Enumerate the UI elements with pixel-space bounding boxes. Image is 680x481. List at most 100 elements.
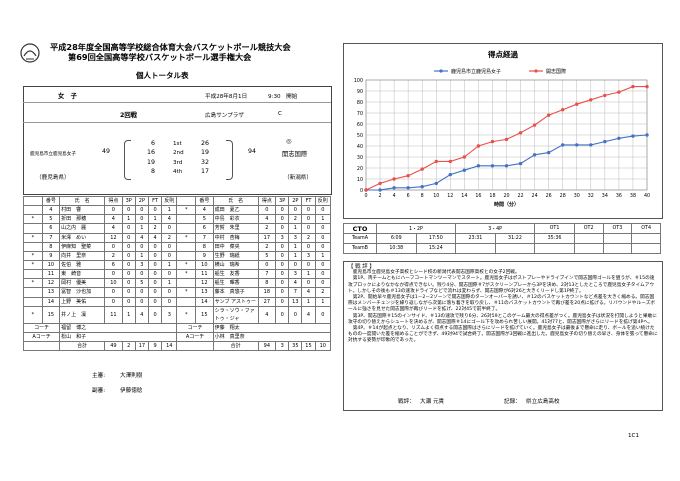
game-court: C bbox=[278, 111, 282, 117]
player-ft: 0 bbox=[147, 205, 163, 216]
player-ft: 0 bbox=[301, 278, 316, 289]
report-paragraph: 鹿児島市立鹿児島女子高校とシード校の新潟代表開志国際高校との女子2回戦。 bbox=[348, 270, 520, 276]
player-number: 9 bbox=[41, 250, 61, 261]
player-number: 14 bbox=[195, 296, 214, 307]
player-number: 6 bbox=[41, 223, 61, 234]
coach-b-label: コーチ bbox=[176, 322, 214, 333]
player-points: 0 bbox=[104, 296, 123, 307]
data-point bbox=[589, 143, 593, 147]
player-3p: 0 bbox=[275, 259, 290, 271]
data-point bbox=[434, 181, 438, 186]
x-tick-label: 0 bbox=[364, 193, 367, 199]
player-points: 4 bbox=[104, 223, 123, 234]
player-points: 18 bbox=[257, 287, 277, 298]
tournament-title-line2: 第69回全国高等学校バスケットボール選手権大会 bbox=[68, 52, 252, 62]
player-2p: 5 bbox=[134, 278, 149, 289]
x-axis-label: 時間（分） bbox=[494, 201, 519, 208]
player-ft: 0 bbox=[301, 241, 316, 252]
header-name: 氏 名 bbox=[212, 195, 259, 207]
player-3p: 0 bbox=[121, 205, 136, 216]
player-ft: 1 bbox=[147, 214, 163, 225]
data-point bbox=[434, 159, 438, 164]
data-point bbox=[448, 159, 452, 164]
data-point bbox=[631, 84, 635, 89]
player-starter-mark: * bbox=[176, 269, 197, 280]
timeout-cell: 31:22 bbox=[494, 233, 536, 244]
table-row: * 5 折田 那穂 4 1 0 1 4 5 中島 彩衣 4 0 2 0 1 bbox=[23, 214, 332, 225]
player-starter-mark: * bbox=[176, 259, 197, 271]
player-ft: 4 bbox=[301, 287, 316, 298]
player-ft: 1 bbox=[301, 296, 316, 307]
coach-row: コーチ 福留 博之 コーチ 伊藤 翔太 bbox=[22, 322, 332, 333]
acoach-a-name: 松山 和子 bbox=[59, 331, 178, 342]
player-starter-mark bbox=[176, 296, 197, 307]
player-points: 4 bbox=[257, 305, 277, 324]
tournament-logo-icon bbox=[20, 43, 40, 63]
x-tick-label: 8 bbox=[421, 193, 424, 199]
coach-a-label: コーチ bbox=[22, 322, 61, 333]
player-points: 0 bbox=[257, 259, 277, 271]
game-category: 女 子 bbox=[58, 93, 77, 100]
player-starter-mark bbox=[23, 241, 43, 252]
player-fouls: 4 bbox=[161, 214, 178, 225]
data-point bbox=[603, 139, 607, 144]
x-tick-label: 32 bbox=[588, 193, 594, 199]
data-point bbox=[504, 137, 509, 142]
data-point bbox=[420, 185, 424, 189]
x-tick-label: 10 bbox=[433, 193, 439, 199]
data-point bbox=[589, 98, 593, 102]
player-2p: 0 bbox=[134, 269, 149, 280]
legend-label: 鹿児島市立鹿児島女子 bbox=[451, 68, 501, 75]
data-point bbox=[462, 155, 467, 159]
player-ft: 0 bbox=[301, 259, 316, 271]
player-ft: 1 bbox=[301, 269, 316, 280]
player-rows: 4 村田 響 0 0 0 0 1 * 4 成田 夏乙 0 0 0 0 0 * 5 折田 那穂 4 1 0 1 4 5 中島 彩衣… bbox=[23, 205, 332, 324]
quarter-label: 1st bbox=[173, 141, 182, 147]
data-point bbox=[420, 167, 424, 171]
player-3p: 0 bbox=[121, 223, 136, 234]
data-point bbox=[561, 108, 565, 112]
quarter-bracket-left bbox=[124, 140, 131, 180]
x-tick-label: 4 bbox=[393, 193, 396, 199]
player-name: 東 綺音 bbox=[59, 269, 106, 280]
player-name: 山之内 麗 bbox=[59, 223, 106, 234]
data-point bbox=[476, 144, 481, 148]
player-2p: 3 bbox=[134, 259, 149, 271]
quarter-a-score: 8 bbox=[150, 168, 155, 176]
player-starter-mark: * bbox=[23, 232, 43, 243]
data-point bbox=[406, 174, 410, 178]
player-fouls: 0 bbox=[314, 278, 332, 289]
player-ft: 0 bbox=[147, 287, 163, 298]
timeout-header-row: CTO 1・2P 3・4P OT1 OT2 OT3 OT4 bbox=[343, 223, 661, 234]
player-ft: 0 bbox=[147, 278, 163, 289]
umpire-label: 副審: bbox=[92, 388, 106, 394]
report-paragraph: 第1P、両チームともにハーフコートマンツーマンでスタート。鹿児島女子はポストプレ… bbox=[348, 276, 655, 294]
header-fouls: 反則 bbox=[314, 195, 332, 207]
player-2p: 0 bbox=[134, 296, 149, 307]
player-2p: 0 bbox=[134, 287, 149, 298]
data-point bbox=[617, 136, 621, 140]
table-row: 6 山之内 麗 4 0 1 2 0 6 芳賀 朱里 2 0 1 0 0 bbox=[23, 223, 332, 234]
writer-label: 戦評： bbox=[398, 399, 415, 405]
player-points: 4 bbox=[257, 214, 277, 225]
player-starter-mark: * bbox=[176, 305, 197, 324]
header-3p: 3P bbox=[275, 195, 290, 207]
player-number: 10 bbox=[195, 259, 214, 271]
timeout-header-12p: 1・2P bbox=[375, 223, 457, 234]
player-ft: 0 bbox=[301, 205, 316, 216]
player-ft: 0 bbox=[147, 305, 163, 324]
y-tick-label: 10 bbox=[357, 177, 363, 183]
data-point bbox=[532, 153, 537, 157]
player-starter-mark: * bbox=[23, 214, 43, 225]
player-name: 成田 夏乙 bbox=[212, 205, 259, 216]
player-3p: 0 bbox=[121, 232, 136, 243]
player-number: 4 bbox=[41, 205, 61, 216]
quarter-b-score: 26 bbox=[201, 140, 210, 147]
timeout-header-cto: CTO bbox=[343, 223, 377, 234]
player-name: 岡村 優美 bbox=[59, 278, 106, 289]
x-tick-label: 14 bbox=[461, 193, 467, 199]
timeout-header-34p: 3・4P bbox=[455, 223, 536, 234]
player-fouls: 2 bbox=[314, 287, 332, 298]
table-row: * 12 岡村 優美 10 0 5 0 1 12 船生 暉香 8 0 4 0 0 bbox=[23, 278, 332, 289]
player-2p: 13 bbox=[288, 296, 303, 307]
